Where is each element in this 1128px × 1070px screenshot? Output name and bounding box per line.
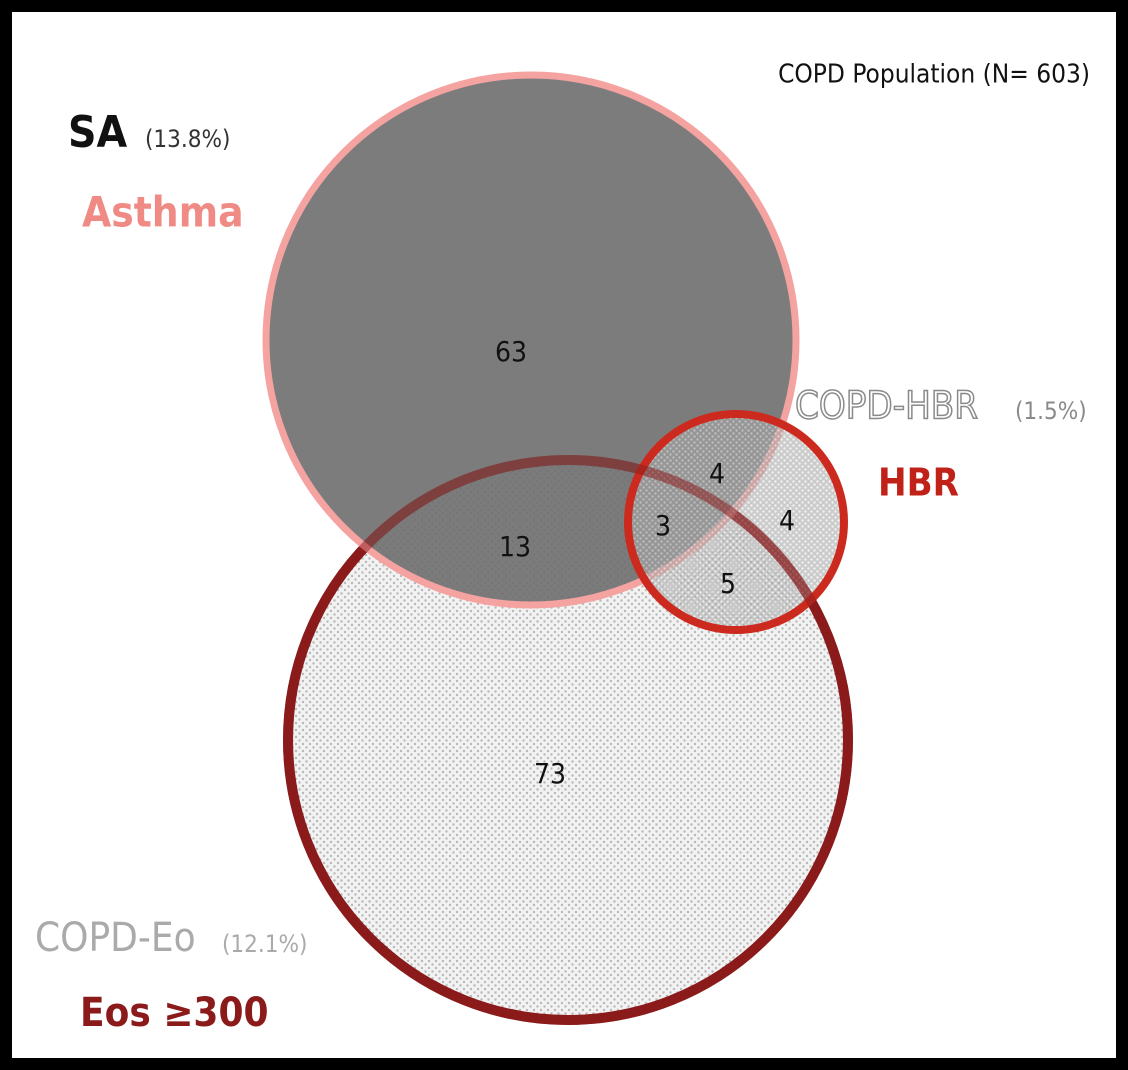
set-name: COPD-Eo bbox=[35, 915, 196, 961]
region-count: 5 bbox=[720, 567, 736, 600]
set-percent: (13.8%) bbox=[145, 125, 230, 153]
population-label: COPD Population (N= 603) bbox=[778, 60, 1090, 90]
region-count: 63 bbox=[495, 335, 527, 368]
region-count: 4 bbox=[779, 504, 795, 537]
set-name: SA bbox=[68, 107, 128, 158]
eos-outline bbox=[283, 455, 853, 1025]
set-percent: (12.1%) bbox=[222, 930, 307, 958]
set-percent: (1.5%) bbox=[1015, 397, 1087, 425]
set-name: COPD-HBR bbox=[795, 384, 978, 428]
set-label: Eos ≥300 bbox=[80, 990, 269, 1036]
region-count: 3 bbox=[655, 509, 671, 542]
region-count: 13 bbox=[499, 530, 531, 563]
region-count: 73 bbox=[534, 757, 566, 790]
set-label: Asthma bbox=[82, 188, 244, 237]
set-label: HBR bbox=[878, 461, 959, 505]
region-count: 4 bbox=[709, 457, 725, 490]
